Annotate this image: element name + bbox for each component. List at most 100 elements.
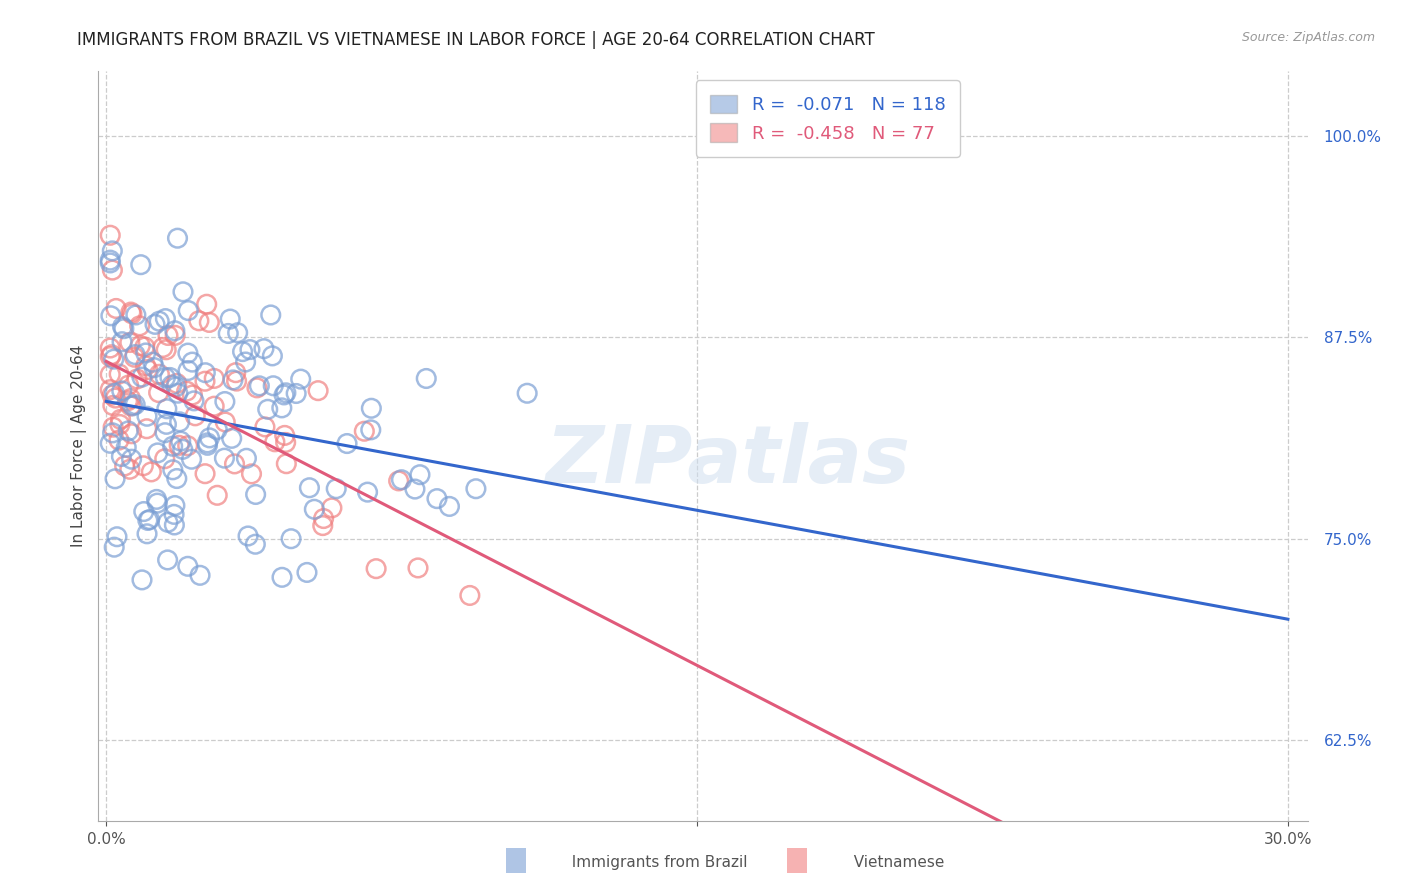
- Point: [194, 366, 217, 380]
- Point: [177, 303, 200, 318]
- Point: [262, 349, 284, 363]
- Point: [104, 391, 127, 405]
- Point: [165, 380, 187, 394]
- Point: [172, 442, 194, 457]
- Point: [98, 383, 121, 397]
- Legend: R =  -0.071   N = 118, R =  -0.458   N = 77: R = -0.071 N = 118, R = -0.458 N = 77: [696, 80, 960, 157]
- Point: [98, 350, 121, 364]
- Point: [156, 553, 179, 567]
- Point: [464, 482, 486, 496]
- Point: [101, 263, 124, 277]
- FancyBboxPatch shape: [506, 847, 526, 872]
- Point: [105, 530, 128, 544]
- Point: [388, 474, 411, 488]
- Point: [104, 472, 127, 486]
- Point: [207, 423, 229, 437]
- Point: [103, 540, 125, 554]
- Point: [125, 372, 148, 386]
- Point: [101, 399, 124, 413]
- Point: [240, 467, 263, 481]
- Y-axis label: In Labor Force | Age 20-64: In Labor Force | Age 20-64: [72, 345, 87, 547]
- Point: [256, 402, 278, 417]
- Point: [120, 399, 142, 413]
- Point: [166, 471, 188, 485]
- Point: [136, 526, 159, 541]
- Text: Vietnamese: Vietnamese: [844, 855, 943, 870]
- Point: [155, 311, 177, 326]
- Point: [120, 305, 142, 319]
- Point: [105, 301, 128, 316]
- Point: [246, 381, 269, 395]
- Point: [101, 425, 124, 440]
- Point: [271, 570, 294, 584]
- Point: [273, 388, 295, 402]
- Point: [183, 393, 205, 408]
- Point: [198, 315, 221, 329]
- Point: [180, 452, 202, 467]
- Point: [101, 244, 124, 258]
- Point: [391, 473, 413, 487]
- Point: [404, 482, 426, 496]
- Point: [260, 308, 283, 322]
- Point: [117, 424, 139, 438]
- Point: [101, 420, 124, 434]
- Point: [184, 409, 207, 423]
- Point: [426, 491, 449, 506]
- Point: [181, 355, 204, 369]
- Point: [285, 386, 308, 401]
- Point: [125, 308, 148, 322]
- Point: [118, 462, 141, 476]
- Point: [98, 436, 121, 450]
- Point: [129, 258, 152, 272]
- Point: [194, 467, 217, 481]
- Point: [176, 439, 198, 453]
- Point: [195, 436, 218, 450]
- Point: [111, 384, 134, 398]
- Point: [232, 344, 254, 359]
- Point: [153, 425, 176, 440]
- Point: [222, 373, 245, 387]
- Point: [148, 314, 170, 328]
- Point: [163, 324, 186, 338]
- Point: [225, 374, 247, 388]
- Point: [163, 499, 186, 513]
- Point: [298, 481, 321, 495]
- Point: [202, 371, 225, 385]
- Point: [148, 385, 170, 400]
- Point: [194, 374, 217, 388]
- Point: [253, 420, 276, 434]
- Point: [312, 518, 335, 533]
- Point: [112, 321, 135, 335]
- Point: [406, 561, 429, 575]
- Point: [131, 573, 153, 587]
- Point: [214, 415, 236, 429]
- Point: [163, 508, 186, 522]
- Point: [270, 401, 292, 415]
- Point: [101, 388, 124, 402]
- Point: [163, 518, 186, 533]
- Point: [290, 372, 312, 386]
- Point: [214, 394, 236, 409]
- Point: [117, 393, 139, 408]
- Point: [253, 342, 276, 356]
- Point: [274, 428, 297, 442]
- Point: [312, 511, 335, 525]
- Point: [274, 385, 297, 400]
- Point: [162, 463, 184, 477]
- Point: [98, 228, 121, 243]
- Point: [224, 457, 246, 471]
- Point: [188, 568, 211, 582]
- Point: [100, 348, 122, 362]
- Point: [124, 350, 146, 364]
- Point: [187, 314, 209, 328]
- Point: [236, 529, 259, 543]
- Point: [155, 343, 177, 357]
- Point: [166, 376, 188, 391]
- Point: [134, 340, 156, 354]
- Point: [115, 440, 138, 454]
- Point: [280, 532, 302, 546]
- Point: [98, 253, 121, 268]
- Point: [155, 370, 177, 384]
- Point: [202, 399, 225, 413]
- Point: [110, 412, 132, 426]
